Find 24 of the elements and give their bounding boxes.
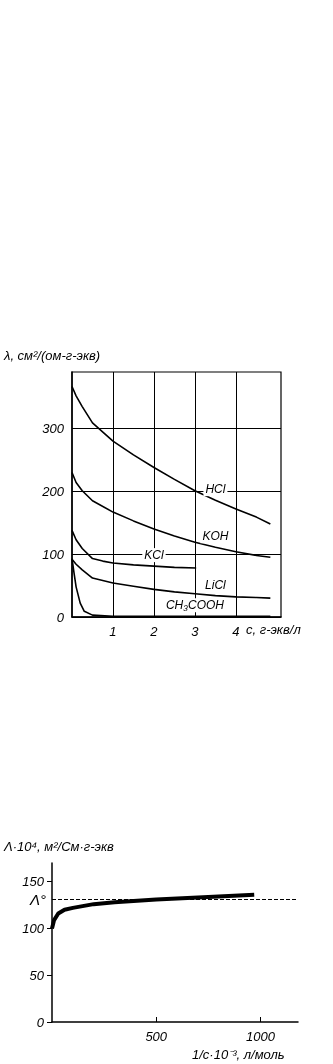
x-tick-label: 4 [232, 624, 240, 639]
y-tick-label: 300 [42, 421, 65, 437]
y-tick-label: 0 [36, 1014, 45, 1030]
y-axis-title: Λ·10⁴, м²/См·г-экв [3, 839, 115, 854]
x-tick-label: 500 [145, 1029, 168, 1044]
series-label: CH₃COOH [165, 598, 225, 613]
x-axis-title: 1/c·10⁻³, л/моль [192, 1047, 285, 1062]
series-label: LiCl [205, 577, 227, 592]
x-axis-title: с, г-экв/л [246, 622, 302, 637]
y-tick-label: 100 [42, 546, 65, 562]
x-tick-label: 1000 [246, 1029, 276, 1044]
y-axis-title: λ, см²/(ом-г-экв) [3, 348, 101, 363]
y-tick-label: 200 [41, 483, 65, 499]
series-label: KCl [144, 548, 164, 563]
series-label: HCl [205, 482, 226, 497]
x-tick-label: 2 [149, 624, 159, 639]
x-tick-label: 3 [191, 624, 200, 639]
y-tick-label: 100 [22, 920, 45, 936]
y-tick-label: 0 [56, 609, 65, 625]
y-tick-label: 150 [22, 874, 45, 890]
x-tick-label: 1 [109, 624, 117, 639]
y-tick-label: 50 [29, 967, 45, 983]
series-label: KOH [202, 529, 229, 544]
ref-line-label: Λ° [28, 890, 46, 908]
